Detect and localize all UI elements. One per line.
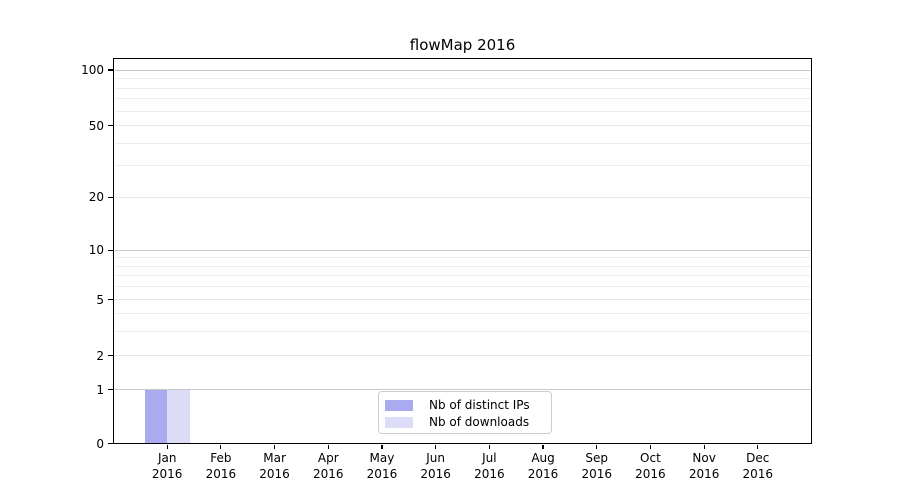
x-tick-label: Jan 2016	[135, 450, 199, 482]
y-gridline-minor	[114, 142, 811, 144]
x-tick-label: Aug 2016	[511, 450, 575, 482]
x-tick-label: Oct 2016	[618, 450, 682, 482]
y-gridline-minor	[114, 78, 811, 80]
y-tick-mark	[108, 299, 113, 301]
legend: Nb of distinct IPs Nb of downloads	[378, 391, 552, 434]
x-tick-month: Feb	[210, 451, 232, 465]
y-gridline-minor	[114, 330, 811, 332]
y-tick-label: 1	[96, 382, 104, 397]
y-tick-mark	[108, 249, 113, 251]
chart-title: flowMap 2016	[409, 36, 516, 54]
legend-item-distinct-ips: Nb of distinct IPs	[385, 397, 551, 413]
x-tick-year: 2016	[635, 467, 666, 481]
x-tick-mark	[757, 444, 759, 449]
y-gridline-minor	[114, 312, 811, 314]
y-gridline-labeled	[114, 355, 811, 357]
y-gridline-minor	[114, 98, 811, 100]
y-tick-mark	[108, 69, 113, 71]
x-tick-mark	[327, 444, 329, 449]
y-gridline-major	[114, 69, 811, 71]
y-tick-mark	[108, 125, 113, 127]
y-gridline-major	[114, 389, 811, 391]
plot-area	[113, 58, 812, 444]
bar-downloads	[167, 389, 190, 444]
x-tick-month: May	[369, 451, 395, 465]
y-tick-label: 0	[96, 436, 104, 451]
x-tick-month: Mar	[263, 451, 286, 465]
y-gridline-minor	[114, 286, 811, 288]
x-tick-mark	[435, 444, 437, 449]
x-tick-mark	[273, 444, 276, 449]
legend-swatch-downloads	[385, 416, 413, 428]
x-tick-year: 2016	[420, 467, 451, 481]
x-tick-year: 2016	[366, 467, 398, 481]
y-tick-label: 5	[96, 292, 104, 307]
x-tick-mark	[166, 444, 168, 449]
x-tick-year: 2016	[581, 467, 612, 481]
y-gridline-minor	[114, 265, 811, 267]
x-tick-month: Dec	[746, 451, 770, 465]
x-tick-month: Nov	[692, 451, 716, 465]
x-tick-year: 2016	[151, 467, 183, 481]
x-tick-mark	[381, 444, 383, 449]
legend-label-distinct-ips: Nb of distinct IPs	[429, 398, 530, 412]
x-tick-mark	[596, 444, 598, 449]
x-tick-month: Apr	[317, 451, 339, 465]
x-tick-month: Jan	[157, 451, 177, 465]
y-gridline-minor	[114, 87, 811, 89]
y-gridline-labeled	[114, 196, 811, 198]
y-gridline-minor	[114, 110, 811, 112]
y-tick-label: 2	[96, 348, 104, 363]
x-tick-month: Oct	[640, 451, 661, 465]
x-tick-mark	[488, 444, 490, 449]
x-tick-year: 2016	[312, 467, 344, 481]
x-tick-mark	[703, 444, 705, 449]
y-tick-mark	[108, 196, 113, 198]
y-gridline-minor	[114, 275, 811, 277]
x-tick-year: 2016	[205, 467, 237, 481]
x-tick-year: 2016	[527, 467, 559, 481]
x-tick-year: 2016	[474, 467, 505, 481]
y-gridline-major	[114, 249, 811, 251]
x-tick-month: Aug	[531, 451, 555, 465]
x-tick-label: Mar 2016	[243, 450, 307, 482]
y-tick-mark	[108, 389, 113, 391]
legend-label-downloads: Nb of downloads	[429, 415, 530, 429]
y-tick-mark	[108, 442, 113, 445]
y-gridline-labeled	[114, 125, 811, 127]
legend-swatch-distinct-ips	[385, 399, 413, 411]
y-gridline-minor	[114, 257, 811, 259]
x-tick-mark	[220, 444, 222, 449]
y-tick-label: 50	[88, 118, 104, 133]
y-tick-mark	[108, 355, 113, 357]
x-tick-label: Nov 2016	[672, 450, 736, 482]
y-tick-label: 100	[81, 63, 104, 78]
y-tick-label: 20	[88, 190, 104, 205]
x-tick-year: 2016	[259, 467, 290, 481]
x-tick-month: Jun	[426, 451, 446, 465]
x-tick-label: May 2016	[350, 450, 414, 482]
x-tick-mark	[542, 444, 544, 449]
y-tick-label: 10	[88, 243, 104, 258]
x-tick-label: Feb 2016	[189, 450, 253, 482]
x-tick-label: Jun 2016	[404, 450, 468, 482]
y-gridline-labeled	[114, 299, 811, 301]
x-tick-label: Dec 2016	[726, 450, 790, 482]
x-tick-label: Apr 2016	[296, 450, 360, 482]
x-tick-label: Jul 2016	[457, 450, 521, 482]
x-tick-month: Sep	[585, 451, 609, 465]
x-tick-label: Sep 2016	[565, 450, 629, 482]
x-tick-year: 2016	[688, 467, 720, 481]
x-tick-month: Jul	[482, 451, 497, 465]
x-tick-year: 2016	[742, 467, 774, 481]
bar-distinct-ips	[144, 389, 168, 444]
x-tick-mark	[649, 444, 651, 449]
y-gridline-minor	[114, 165, 811, 167]
legend-item-downloads: Nb of downloads	[385, 414, 551, 430]
